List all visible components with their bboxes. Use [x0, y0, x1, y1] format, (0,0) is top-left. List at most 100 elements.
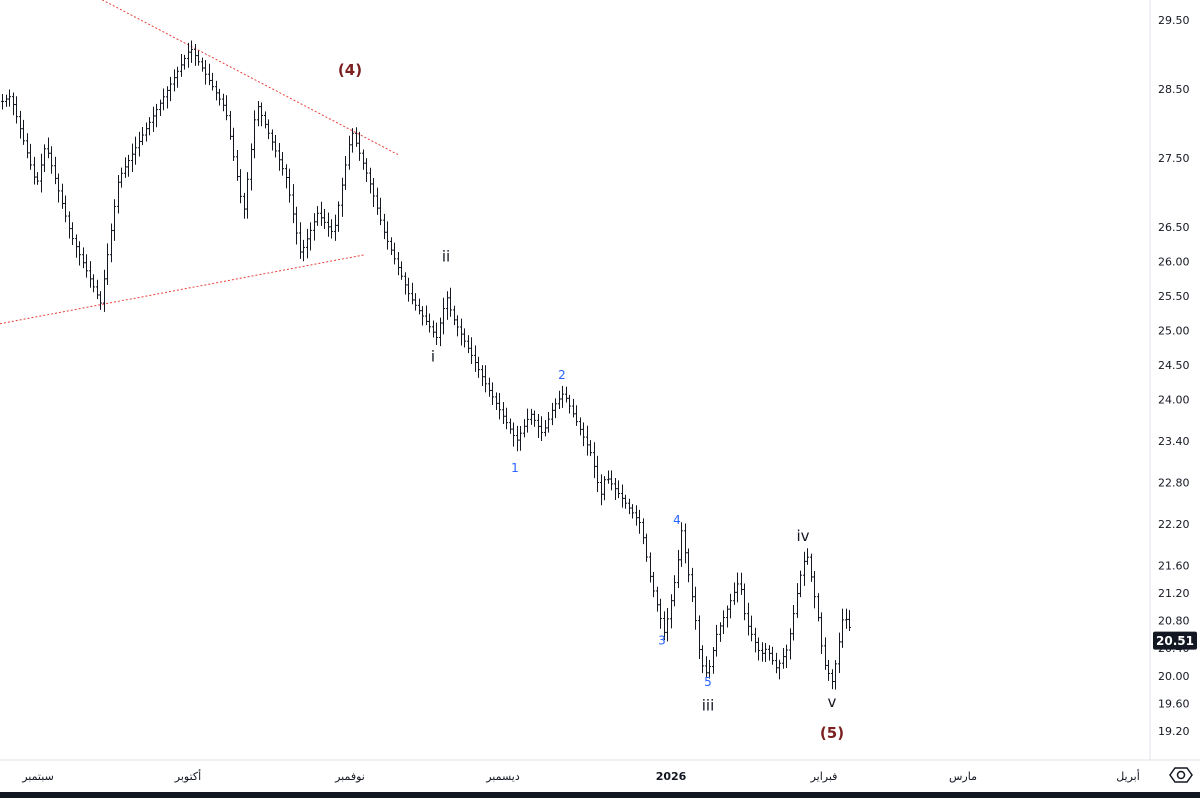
price-bar — [537, 414, 540, 438]
price-bar — [341, 177, 344, 217]
x-tick-label: نوفمبر — [334, 770, 365, 783]
price-bar — [425, 305, 428, 326]
price-bar — [680, 522, 683, 567]
price-bar — [22, 119, 25, 145]
price-bar — [337, 201, 340, 232]
price-bar — [645, 533, 648, 562]
price-bar — [92, 274, 95, 293]
price-bar — [820, 612, 823, 655]
price-bar — [309, 222, 312, 251]
price-bar — [656, 586, 659, 612]
price-bar — [131, 143, 134, 173]
price-bar — [761, 642, 764, 662]
price-bar — [614, 477, 617, 501]
price-bar — [36, 172, 39, 185]
price-bar — [222, 93, 225, 112]
price-bar — [512, 422, 515, 447]
price-bar — [281, 151, 284, 176]
price-bar — [719, 622, 722, 642]
price-bar — [194, 44, 197, 66]
wave-label: 4 — [673, 513, 681, 527]
price-bar — [257, 100, 260, 127]
price-bar — [764, 643, 767, 663]
price-bar — [372, 177, 375, 207]
price-bar — [757, 637, 760, 661]
price-bar — [715, 624, 718, 657]
price-bar — [547, 411, 550, 433]
price-bar — [698, 615, 701, 660]
price-bar — [558, 390, 561, 410]
price-bar — [390, 237, 393, 255]
price-bar — [358, 131, 361, 161]
wave-label: 2 — [558, 368, 566, 382]
price-bar — [204, 60, 207, 85]
price-bar — [750, 615, 753, 642]
y-tick-label: 25.50 — [1158, 290, 1190, 303]
price-bar — [1, 93, 4, 110]
x-tick-label: 2026 — [656, 770, 687, 783]
price-bar — [152, 106, 155, 132]
price-bar — [334, 214, 337, 241]
price-bar — [33, 156, 36, 185]
bottom-border — [0, 792, 1200, 798]
settings-button[interactable] — [1166, 760, 1196, 790]
price-bar — [813, 571, 816, 609]
price-bar — [103, 269, 106, 312]
price-bar — [785, 644, 788, 668]
price-bar — [295, 206, 298, 245]
price-bar — [589, 440, 592, 457]
x-tick-label: ديسمبر — [485, 770, 520, 783]
price-bar — [47, 137, 50, 159]
price-bar — [775, 652, 778, 674]
y-tick-label: 23.40 — [1158, 435, 1190, 448]
price-bar — [733, 582, 736, 605]
price-bar — [799, 570, 802, 598]
price-bar — [796, 583, 799, 618]
price-bar — [806, 548, 809, 565]
price-bar — [824, 637, 827, 670]
price-bar — [523, 419, 526, 438]
price-bar — [603, 476, 606, 501]
trendline-lower[interactable] — [0, 254, 366, 325]
price-bar — [40, 153, 43, 193]
price-bar — [442, 297, 445, 335]
wave-label: iii — [702, 696, 715, 714]
price-bar — [61, 183, 64, 209]
price-bar — [117, 175, 120, 214]
price-bar — [551, 402, 554, 426]
price-bar — [96, 279, 99, 300]
price-bar — [736, 572, 739, 603]
price-bar — [306, 228, 309, 259]
price-bar — [232, 127, 235, 161]
price-bar — [505, 407, 508, 430]
price-bar — [617, 480, 620, 499]
price-bar — [600, 474, 603, 506]
price-bar — [327, 212, 330, 237]
price-bar — [838, 632, 841, 674]
price-bar — [393, 242, 396, 265]
price-bar — [12, 92, 15, 116]
price-bar — [68, 211, 71, 239]
price-bar — [85, 254, 88, 278]
price-bar — [348, 135, 351, 170]
price-bar — [82, 247, 85, 269]
price-bar — [99, 291, 102, 310]
y-tick-label: 20.80 — [1158, 615, 1190, 628]
price-bar — [302, 239, 305, 262]
last-price-badge — [1153, 631, 1197, 650]
price-bar — [817, 593, 820, 622]
price-bar — [481, 365, 484, 387]
wave-label: 3 — [658, 634, 666, 648]
y-tick-label: 27.50 — [1158, 152, 1190, 165]
price-bar — [768, 645, 771, 661]
price-bar — [169, 76, 172, 102]
price-bar — [771, 646, 774, 665]
price-bar — [316, 206, 319, 226]
price-bar — [379, 197, 382, 226]
price-bar — [509, 418, 512, 434]
price-bar — [575, 405, 578, 426]
y-tick-label: 24.50 — [1158, 359, 1190, 372]
price-bar — [57, 173, 60, 203]
